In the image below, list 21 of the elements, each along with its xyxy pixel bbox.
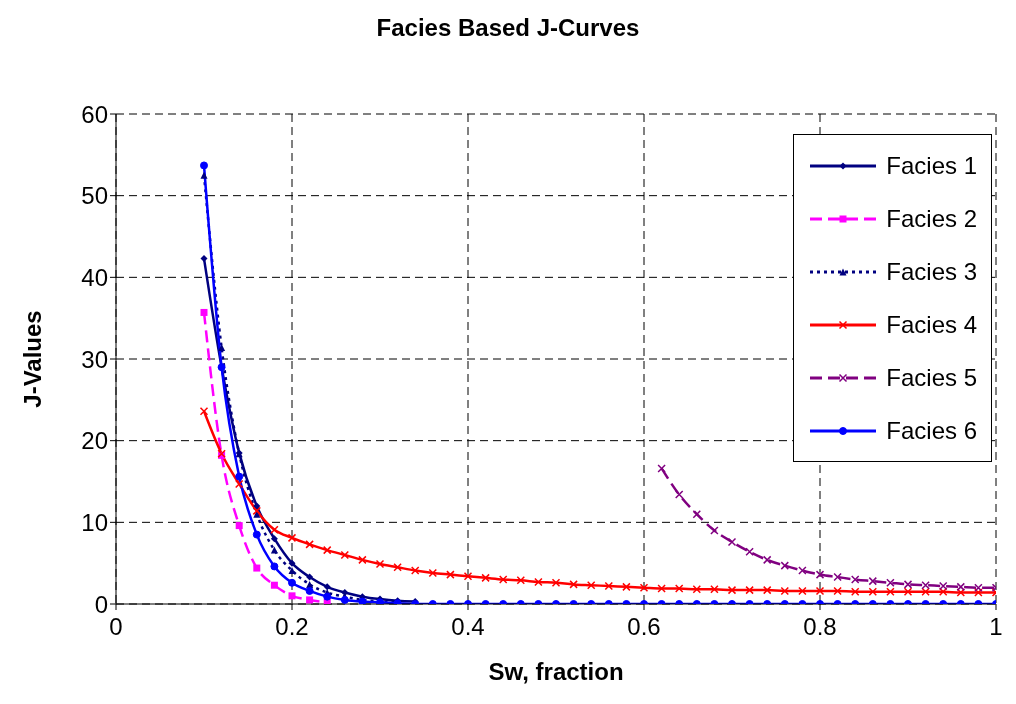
chart-title: Facies Based J-Curves [375, 13, 641, 43]
y-tick-label: 30 [81, 345, 108, 373]
legend-label: Facies 6 [886, 416, 977, 445]
x-tick-label: 1 [989, 613, 1003, 641]
y-tick-label: 20 [81, 427, 108, 455]
y-tick-label: 60 [81, 100, 108, 128]
legend-label: Facies 3 [886, 257, 977, 286]
y-tick-label: 50 [81, 182, 108, 210]
x-tick-label: 0.2 [275, 613, 309, 641]
y-tick-label: 0 [94, 590, 108, 618]
legend-label: Facies 1 [886, 151, 977, 180]
legend-label: Facies 2 [886, 204, 977, 233]
y-tick-label: 40 [81, 263, 108, 291]
x-tick-label: 0.4 [451, 613, 485, 641]
y-tick-label: 10 [81, 508, 108, 536]
x-axis-title: Sw, fraction [488, 658, 624, 685]
y-axis-title: J-Values [18, 310, 46, 408]
x-tick-label: 0.6 [627, 613, 661, 641]
x-tick-label: 0.8 [803, 613, 837, 641]
legend-label: Facies 5 [886, 363, 977, 392]
legend-label: Facies 4 [886, 310, 977, 339]
